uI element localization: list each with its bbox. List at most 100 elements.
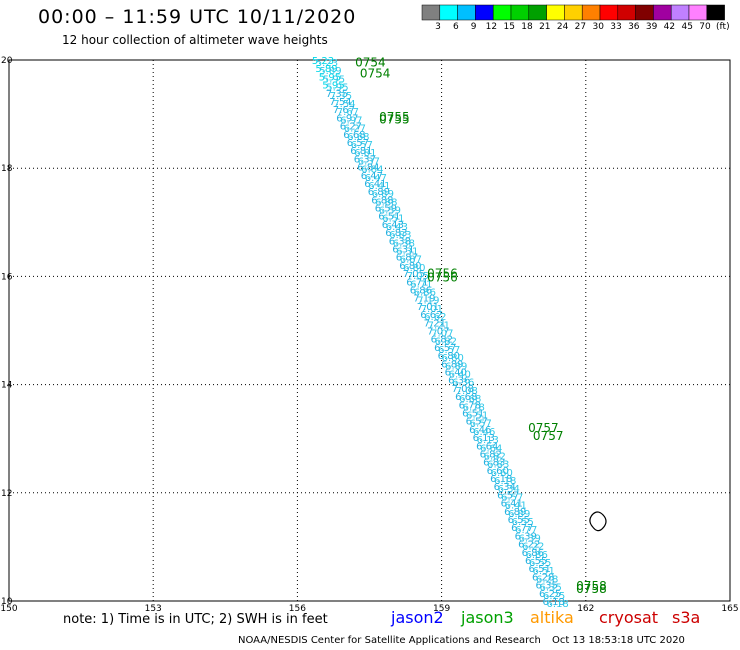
swh-label: 7.19 (413, 294, 435, 305)
swh-label: 6.43 (386, 222, 408, 233)
x-tick-label: 156 (289, 604, 306, 614)
swh-label: 6.47 (365, 173, 387, 184)
swh-label: 6.25 (543, 591, 565, 602)
colorbar-label: 24 (556, 22, 569, 32)
colorbar-label: 21 (539, 22, 551, 32)
swh-label: 7.01 (421, 304, 443, 315)
island-outline (589, 511, 607, 532)
swh-label: 6.31 (392, 245, 414, 256)
swh-label: 6.57 (497, 490, 519, 501)
swh-label: 7.19 (417, 296, 439, 307)
swh-label: 6.37 (358, 156, 380, 167)
legend-s3a: s3a (672, 608, 701, 627)
swh-label: 6.27 (344, 124, 366, 135)
swh-label: 6.38 (389, 236, 411, 247)
legend-jason3: jason3 (461, 608, 514, 627)
colorbar-label: 3 (435, 22, 441, 32)
x-tick-label: 165 (721, 604, 738, 614)
swh-label: 7.21 (424, 318, 446, 329)
time-label: 0756 (427, 267, 458, 281)
swh-label: 6.39 (515, 531, 537, 542)
time-label: 0756 (427, 270, 458, 284)
swh-label: 6.47 (361, 171, 383, 182)
legend-altika: altika (530, 608, 574, 627)
colorbar-label: 27 (574, 22, 587, 32)
swh-label: 7.05 (407, 271, 429, 282)
swh-label: 6.34 (498, 484, 520, 495)
x-tick-label: 162 (577, 604, 594, 614)
swh-label: 6.71 (406, 277, 428, 288)
swh-label: 6.57 (438, 345, 460, 356)
page-title: 00:00 – 11:59 UTC 10/11/2020 (38, 6, 357, 28)
swh-label: 6.97 (336, 113, 358, 124)
swh-label: 6.64 (480, 443, 502, 454)
colorbar-label: 30 (592, 22, 604, 32)
swh-label: 6.39 (519, 533, 541, 544)
colorbar-swatch (706, 4, 725, 21)
time-label: 0758 (576, 582, 607, 596)
swh-label: 6.77 (511, 523, 533, 534)
swh-label: 6.25 (539, 589, 561, 600)
colorbar (421, 4, 725, 21)
swh-label: 7.54 (329, 97, 351, 108)
swh-label: 6.59 (379, 206, 401, 217)
swh-label: 6.13 (477, 435, 499, 446)
swh-label: 7.01 (417, 302, 439, 313)
swh-label: 6.46 (469, 425, 491, 436)
swh-label: 5.23 (316, 58, 338, 69)
swh-label: 5.89 (315, 64, 337, 75)
swh-label: 6.83 (487, 460, 509, 471)
footer-credit: NOAA/NESDIS Center for Satellite Applica… (238, 635, 541, 646)
swh-label: 6.51 (462, 408, 484, 419)
swh-label: 6.55 (508, 515, 530, 526)
time-label: 0755 (379, 113, 410, 127)
swh-label: 6.41 (505, 501, 527, 512)
swh-label: 6.51 (533, 566, 555, 577)
swh-label: 6.82 (431, 335, 453, 346)
swh-label: 7.67 (333, 105, 355, 116)
swh-label: 6.86 (410, 286, 432, 297)
swh-label: 6.22 (522, 542, 544, 553)
swh-label: 6.86 (414, 288, 436, 299)
swh-label: 6.82 (435, 337, 457, 348)
colorbar-label: (ft) (716, 22, 730, 32)
swh-label: 6.43 (382, 220, 404, 231)
swh-label: 6.31 (396, 247, 418, 258)
swh-label: 6.81 (354, 148, 376, 159)
swh-label: 6.35 (536, 581, 558, 592)
page-subtitle: 12 hour collection of altimeter wave hei… (62, 33, 328, 47)
colorbar-label: 39 (645, 22, 658, 32)
swh-label: 7.07 (427, 327, 449, 338)
swh-label: 6.68 (347, 132, 369, 143)
time-label: 0758 (576, 579, 607, 593)
swh-label: 6.18 (490, 474, 512, 485)
swh-label: 6.38 (393, 238, 415, 249)
swh-label: 7.05 (403, 269, 425, 280)
swh-label: 6.71 (410, 279, 432, 290)
swh-label: 6.41 (364, 179, 386, 190)
swh-label: 6.68 (459, 394, 481, 405)
swh-label: 6.18 (543, 597, 565, 608)
y-tick-label: 18 (1, 164, 13, 174)
swh-label: 6.86 (522, 548, 544, 559)
y-tick-label: 14 (1, 381, 13, 391)
swh-label: 7.21 (428, 320, 450, 331)
swh-label: 6.37 (354, 154, 376, 165)
swh-label: 7.54 (333, 99, 355, 110)
swh-label: 6.18 (547, 599, 569, 610)
swh-label: 6.83 (389, 230, 411, 241)
swh-label: 6.80 (442, 353, 464, 364)
swh-label: 6.64 (476, 441, 498, 452)
swh-label: 6.78 (463, 402, 485, 413)
swh-label: 7.67 (337, 107, 359, 118)
time-label: 0757 (528, 421, 559, 435)
swh-label: 6.89 (368, 187, 390, 198)
time-label: 0754 (360, 67, 391, 81)
colorbar-label: 70 (699, 22, 711, 32)
swh-label: 6.36 (448, 376, 470, 387)
colorbar-label: 12 (485, 22, 498, 32)
swh-label: 6.57 (347, 138, 369, 149)
swh-label: 6.41 (368, 181, 390, 192)
swh-label: 6.57 (351, 140, 373, 151)
colorbar-label: 45 (681, 22, 693, 32)
